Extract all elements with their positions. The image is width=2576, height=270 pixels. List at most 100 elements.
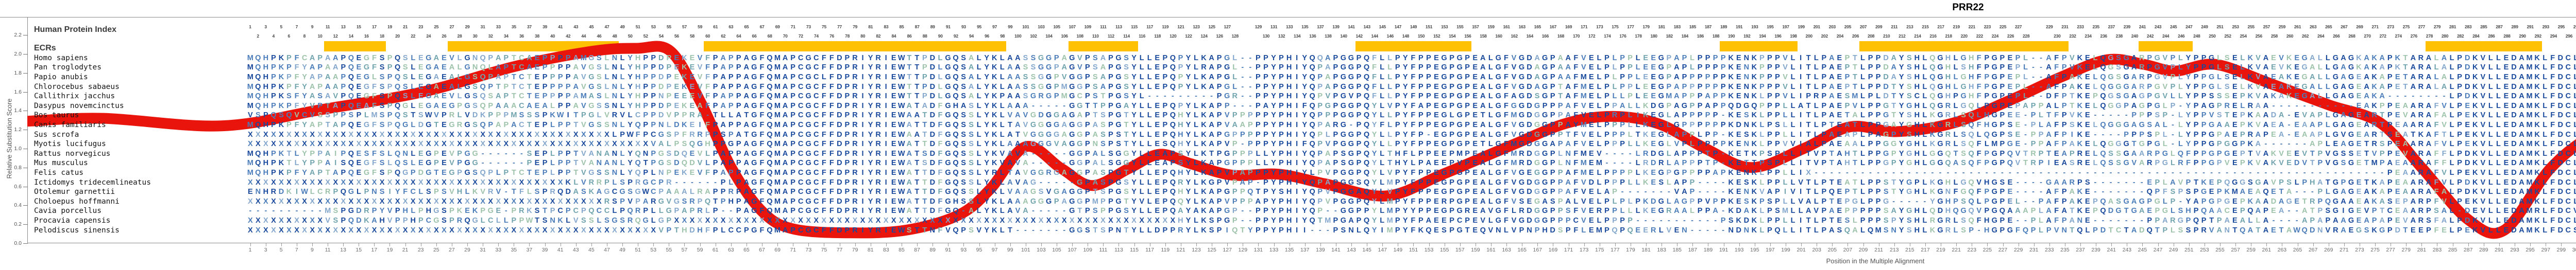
residue: S <box>488 92 493 101</box>
residue: R <box>852 140 858 149</box>
residue: D <box>2557 73 2563 81</box>
residue: S <box>1178 149 1183 158</box>
residue: P <box>736 63 741 72</box>
residue: A <box>1123 101 1129 110</box>
residue: K <box>278 82 284 91</box>
residue: L <box>1635 63 1640 72</box>
residue: K <box>2356 53 2362 62</box>
residue: K <box>278 101 284 110</box>
residue: P <box>1256 120 1261 129</box>
residue: H <box>1178 140 1183 149</box>
residue: A <box>2379 92 2385 101</box>
residue: Q <box>1363 130 1369 139</box>
residue: P <box>1317 111 1323 120</box>
residue: P <box>1333 149 1338 158</box>
residue: E <box>2232 130 2238 139</box>
residue: - <box>1055 101 1058 110</box>
residue: G <box>1658 73 1664 81</box>
residue: P <box>2387 101 2393 110</box>
residue: L <box>999 53 1005 62</box>
residue: X <box>597 130 602 139</box>
residue: E <box>2007 92 2013 101</box>
residue: P <box>1279 140 1284 149</box>
residue: P <box>1263 92 1268 101</box>
residue: X <box>263 140 268 149</box>
residue: P <box>1395 130 1400 139</box>
residue: K <box>682 101 687 110</box>
residue: R <box>2371 130 2377 139</box>
residue: P <box>1705 63 1710 72</box>
residue: A <box>1891 63 1896 72</box>
residue: X <box>519 130 524 139</box>
residue: K <box>2371 53 2377 62</box>
residue: P <box>2457 73 2462 81</box>
residue: T <box>325 120 330 129</box>
residue: G <box>1224 149 1230 158</box>
residue: D <box>929 63 935 72</box>
residue: E <box>1736 82 1741 91</box>
residue: P <box>1628 73 1633 81</box>
y-tick-label: 0.6 <box>14 183 22 190</box>
residue: P <box>1689 101 1695 110</box>
residue: A <box>1015 63 1021 72</box>
residue: H <box>1286 63 1292 72</box>
residue: F <box>759 53 764 62</box>
residue: F <box>1573 63 1578 72</box>
residue: - <box>2171 130 2174 139</box>
residue: P <box>1162 111 1167 120</box>
residue: D <box>1736 101 1741 110</box>
residue: K <box>2534 82 2540 91</box>
residue-number: 132 <box>1278 33 1285 39</box>
residue: Q <box>1929 82 1936 91</box>
residue: P <box>651 53 656 62</box>
residue: L <box>2543 140 2547 149</box>
residue: T <box>2442 130 2447 139</box>
residue: P <box>1240 149 1245 158</box>
residue: A <box>309 73 315 81</box>
residue: Q <box>1309 82 1315 91</box>
residue: R <box>2418 53 2424 62</box>
residue: L <box>1690 53 1694 62</box>
residue-number: 212 <box>1899 33 1906 39</box>
residue: L <box>1790 120 1795 129</box>
residue-number: 43 <box>573 24 579 29</box>
residue-number: 64 <box>736 33 741 39</box>
residue: R <box>2224 101 2230 110</box>
residue: P <box>2131 111 2137 120</box>
residue: P <box>2263 130 2268 139</box>
residue: L <box>1387 73 1392 81</box>
residue: - <box>2264 140 2267 149</box>
residue: P <box>1418 53 1423 62</box>
residue: S <box>1023 63 1028 72</box>
residue: E <box>1736 53 1741 62</box>
residue-number: 82 <box>876 33 881 39</box>
residue: S <box>1023 82 1028 91</box>
residue: P <box>1620 120 1625 129</box>
residue: L <box>1597 92 1602 101</box>
residue-number: 188 <box>1712 33 1720 39</box>
residue: E <box>1837 63 1842 72</box>
residue: G <box>751 140 757 149</box>
residue: P <box>1216 53 1222 62</box>
residue: K <box>1728 53 1734 62</box>
residue: A <box>1100 63 1106 72</box>
residue: P <box>1247 149 1253 158</box>
residue: X <box>325 140 330 149</box>
residue: P <box>2457 130 2462 139</box>
residue: N <box>1092 140 1098 149</box>
residue: P <box>317 82 323 91</box>
residue: H <box>1286 53 1292 62</box>
residue: H <box>1914 140 1920 149</box>
residue: Q <box>767 101 773 110</box>
residue-number: 292 <box>2534 33 2542 39</box>
residue: I <box>1800 140 1802 149</box>
residue: F <box>938 111 943 120</box>
residue-number: 18 <box>379 33 384 39</box>
residue-number: 210 <box>1883 33 1890 39</box>
residue: P <box>1875 82 1881 91</box>
residue: P <box>1256 130 1261 139</box>
residue: C <box>519 82 524 91</box>
residue: G <box>751 101 757 110</box>
residue: E <box>356 149 362 158</box>
residue: L <box>2496 101 2501 110</box>
